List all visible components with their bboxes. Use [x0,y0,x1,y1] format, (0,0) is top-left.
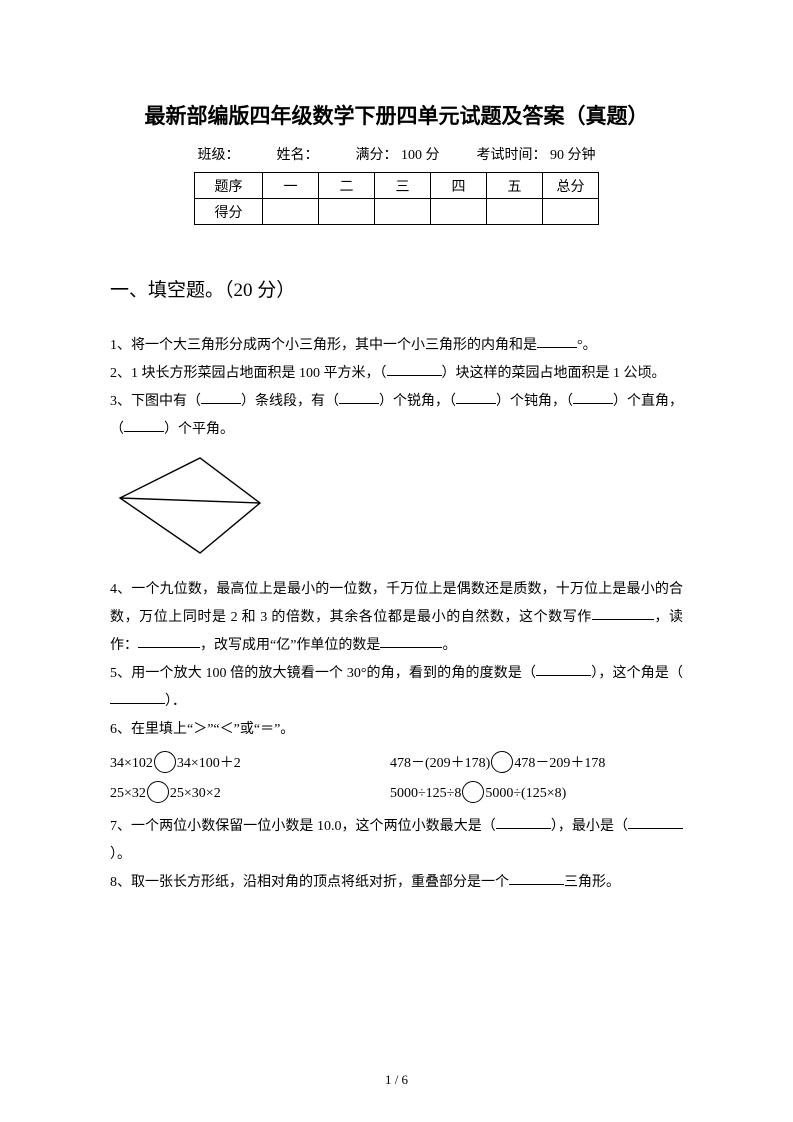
blank [628,815,683,829]
blank [537,334,577,348]
cell [263,199,319,225]
text: ）个钝角，（ [496,394,573,409]
time-label: 考试时间： [477,144,547,164]
table-row: 题序 一 二 三 四 五 总分 [195,173,599,199]
question-5: 5、用一个放大 100 倍的放大镜看一个 30°的角，看到的角的度数是（ ），这个… [110,660,683,716]
compare-circle [154,751,176,773]
text: 1、将一个大三角形分成两个小三角形，其中一个小三角形的内角和是 [110,338,537,353]
text: ，改写成用“亿”作单位的数是 [200,638,380,653]
blank [110,690,165,704]
blank [509,871,564,885]
expression-row-1: 34×102 34×100＋2 478－(209＋178) 478－209＋178 [110,752,683,775]
full-value: 100 分 [401,144,440,164]
cell: 总分 [543,173,599,199]
cell: 五 [487,173,543,199]
kite-diagram [110,448,683,568]
text: ）条线段，有（ [241,394,339,409]
text: 34×102 [110,756,153,771]
blank [138,634,200,648]
text: 7、一个两位小数保留一位小数是 10.0，这个两位小数最大是（ [110,819,496,834]
text: ），这个角是（ [591,666,683,681]
question-2: 2、1 块长方形菜园占地面积是 100 平方米，（ ）块这样的菜园占地面积是 1 … [110,360,683,388]
question-6: 6、在里填上“＞”“＜”或“＝”。 [110,716,683,744]
compare-circle [462,781,484,803]
blank [380,634,442,648]
name-label: 姓名： [277,144,319,164]
kite-svg [110,448,270,563]
question-8: 8、取一张长方形纸，沿相对角的顶点将纸对折，重叠部分是一个 三角形。 [110,869,683,897]
cell: 三 [375,173,431,199]
text: 478－209＋178 [514,756,605,771]
kite-diagonal [120,498,260,503]
page-footer: 1 / 6 [0,1072,793,1088]
text: 8、取一张长方形纸，沿相对角的顶点将纸对折，重叠部分是一个 [110,875,509,890]
time-value: 90 分钟 [550,144,596,164]
meta-row: 班级： 姓名： 满分： 100 分 考试时间： 90 分钟 [110,144,683,164]
cell: 得分 [195,199,263,225]
text: 3、下图中有（ [110,394,201,409]
kite-outline [120,458,260,553]
blank [124,418,164,432]
blank [573,390,613,404]
full-label: 满分： [356,144,398,164]
cell: 二 [319,173,375,199]
blank [496,815,551,829]
compare-circle [491,751,513,773]
class-label: 班级： [198,144,240,164]
score-table: 题序 一 二 三 四 五 总分 得分 [194,172,599,225]
expr-left: 25×32 25×30×2 [110,783,390,805]
cell [375,199,431,225]
text: 三角形。 [564,875,620,890]
blank [387,362,442,376]
blank [339,390,379,404]
question-1: 1、将一个大三角形分成两个小三角形，其中一个小三角形的内角和是 °。 [110,332,683,360]
page: 最新部编版四年级数学下册四单元试题及答案（真题） 班级： 姓名： 满分： 100… [0,0,793,1122]
text: 5、用一个放大 100 倍的放大镜看一个 30°的角，看到的角的度数是（ [110,666,536,681]
expr-right: 478－(209＋178) 478－209＋178 [390,752,683,775]
text: 。 [442,638,456,653]
text: 25×32 [110,786,146,801]
blank [456,390,496,404]
page-title: 最新部编版四年级数学下册四单元试题及答案（真题） [110,100,683,130]
cell [543,199,599,225]
text: ）块这样的菜园占地面积是 1 公顷。 [442,366,666,381]
table-row: 得分 [195,199,599,225]
text: ）个锐角，（ [379,394,456,409]
cell [487,199,543,225]
cell [431,199,487,225]
text: 5000÷125÷8 [390,786,461,801]
text: 34×100＋2 [177,756,241,771]
section-heading: 一、填空题。（20 分） [110,275,683,302]
question-4: 4、一个九位数，最高位上是最小的一位数，千万位上是偶数还是质数，十万位上是最小的… [110,576,683,660]
text: ），最小是（ [551,819,628,834]
text: ）． [165,694,186,709]
question-7: 7、一个两位小数保留一位小数是 10.0，这个两位小数最大是（ ），最小是（ ）。 [110,813,683,869]
compare-circle [147,781,169,803]
cell [319,199,375,225]
cell: 四 [431,173,487,199]
text: ）个平角。 [164,422,234,437]
cell: 题序 [195,173,263,199]
text: °。 [577,338,597,353]
expression-row-2: 25×32 25×30×2 5000÷125÷8 5000÷(125×8) [110,783,683,805]
text: ）。 [110,847,131,862]
text: 478－(209＋178) [390,756,490,771]
expr-left: 34×102 34×100＋2 [110,752,390,775]
text: 2、1 块长方形菜园占地面积是 100 平方米，（ [110,366,387,381]
cell: 一 [263,173,319,199]
text: 25×30×2 [170,786,221,801]
blank [201,390,241,404]
expr-right: 5000÷125÷8 5000÷(125×8) [390,783,683,805]
blank [536,662,591,676]
question-3: 3、下图中有（）条线段，有（）个锐角，（）个钝角，（）个直角，（）个平角。 [110,388,683,444]
text: 5000÷(125×8) [485,786,566,801]
blank [592,606,654,620]
